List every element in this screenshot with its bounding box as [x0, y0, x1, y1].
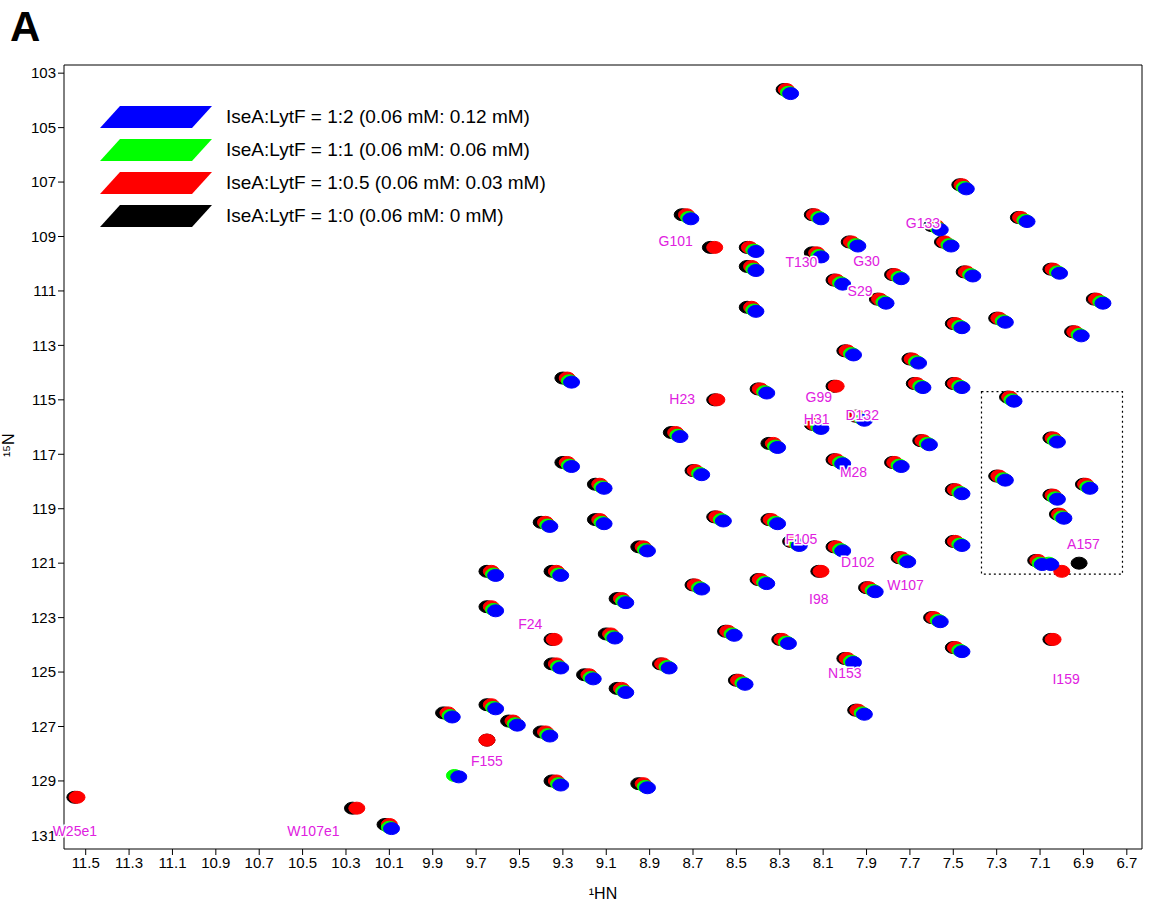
svg-text:11.3: 11.3: [115, 854, 143, 871]
svg-text:6.9: 6.9: [1073, 854, 1094, 871]
svg-text:W107: W107: [887, 577, 924, 593]
svg-text:G101: G101: [659, 233, 693, 249]
svg-text:G133: G133: [906, 215, 940, 231]
svg-text:111: 111: [33, 282, 56, 299]
svg-text:119: 119: [32, 500, 56, 517]
svg-text:8.1: 8.1: [813, 854, 834, 871]
svg-text:103: 103: [31, 64, 56, 81]
svg-text:A157: A157: [1067, 536, 1100, 552]
svg-text:123: 123: [31, 609, 56, 626]
html-text:A: A: [10, 3, 41, 50]
svg-text:107: 107: [31, 173, 56, 190]
svg-text:6.7: 6.7: [1116, 854, 1137, 871]
svg-text:10.7: 10.7: [245, 854, 274, 871]
svg-text:D102: D102: [841, 554, 875, 570]
svg-text:105: 105: [31, 119, 56, 136]
svg-text:D132: D132: [845, 407, 879, 423]
svg-text:8.9: 8.9: [639, 854, 660, 871]
svg-text:127: 127: [31, 718, 56, 735]
svg-text:10.5: 10.5: [288, 854, 317, 871]
svg-text:115: 115: [32, 391, 56, 408]
svg-text:9.1: 9.1: [596, 854, 617, 871]
svg-text:G30: G30: [853, 253, 880, 269]
svg-text:H31: H31: [804, 411, 830, 427]
html-text:IseA:LytF = 1:0 (0.06 mM: 0 mM: IseA:LytF = 1:0 (0.06 mM: 0 mM): [226, 204, 504, 226]
svg-text:7.5: 7.5: [943, 854, 964, 871]
svg-text:T130: T130: [786, 254, 818, 270]
svg-text:W107e1: W107e1: [287, 823, 339, 839]
svg-text:M28: M28: [840, 464, 867, 480]
svg-text:7.1: 7.1: [1030, 854, 1051, 871]
html-text:IseA:LytF = 1:1 (0.06 mM: 0.06: IseA:LytF = 1:1 (0.06 mM: 0.06 mM): [226, 138, 530, 160]
html-text:IseA:LytF = 1:0.5 (0.06 mM: 0.: IseA:LytF = 1:0.5 (0.06 mM: 0.03 mM): [226, 171, 546, 193]
svg-text:121: 121: [31, 554, 56, 571]
svg-text:129: 129: [31, 772, 56, 789]
svg-text:125: 125: [31, 663, 56, 680]
svg-text:117: 117: [32, 446, 56, 463]
svg-text:10.9: 10.9: [201, 854, 230, 871]
svg-text:109: 109: [31, 228, 56, 245]
svg-text:131: 131: [31, 827, 56, 844]
svg-text:H23: H23: [669, 391, 695, 407]
svg-text:8.7: 8.7: [683, 854, 704, 871]
svg-text:9.3: 9.3: [552, 854, 573, 871]
svg-text:9.7: 9.7: [466, 854, 487, 871]
svg-text:10.3: 10.3: [331, 854, 360, 871]
svg-text:F105: F105: [786, 531, 818, 547]
svg-text:G99: G99: [806, 389, 833, 405]
svg-text:9.9: 9.9: [422, 854, 443, 871]
svg-text:I159: I159: [1052, 671, 1079, 687]
svg-text:S29: S29: [848, 283, 873, 299]
svg-text:7.7: 7.7: [899, 854, 920, 871]
svg-text:11.5: 11.5: [72, 854, 100, 871]
svg-text:W25e1: W25e1: [53, 823, 98, 839]
svg-text:8.3: 8.3: [769, 854, 790, 871]
svg-text:11.1: 11.1: [158, 854, 186, 871]
svg-text:7.9: 7.9: [856, 854, 877, 871]
svg-text:8.5: 8.5: [726, 854, 747, 871]
svg-text:10.1: 10.1: [375, 854, 404, 871]
svg-text:9.5: 9.5: [509, 854, 530, 871]
svg-text:113: 113: [32, 337, 56, 354]
svg-text:¹HN: ¹HN: [589, 885, 617, 901]
svg-text:I98: I98: [809, 591, 829, 607]
svg-text:¹⁵N: ¹⁵N: [0, 433, 17, 457]
svg-text:F24: F24: [518, 616, 542, 632]
svg-text:F155: F155: [471, 753, 503, 769]
html-text:IseA:LytF = 1:2 (0.06 mM: 0.12: IseA:LytF = 1:2 (0.06 mM: 0.12 mM): [226, 105, 530, 127]
svg-text:N153: N153: [828, 665, 862, 681]
svg-text:7.3: 7.3: [986, 854, 1007, 871]
